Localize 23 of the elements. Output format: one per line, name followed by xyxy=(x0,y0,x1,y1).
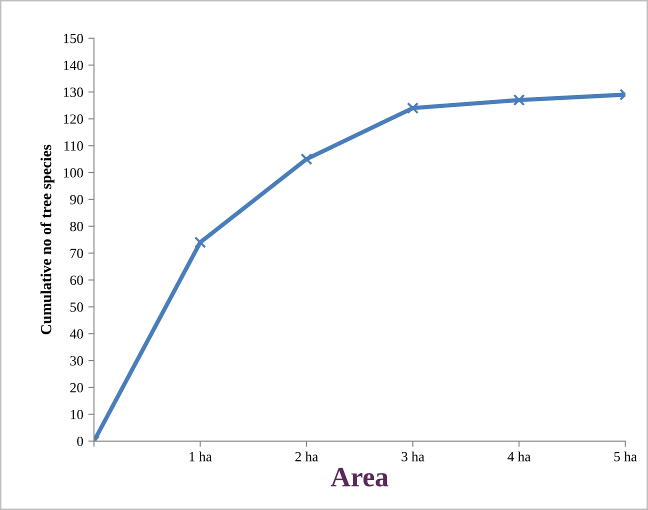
y-tick-label: 50 xyxy=(70,302,84,312)
y-tick-label: 100 xyxy=(64,168,84,178)
y-tick-label: 80 xyxy=(70,222,84,232)
y-tick-label: 140 xyxy=(64,60,84,70)
y-tick-label: 150 xyxy=(64,34,84,44)
x-tick-label: 4 ha xyxy=(508,452,531,462)
y-tick-label: 0 xyxy=(77,436,84,446)
y-tick-label: 90 xyxy=(70,194,84,204)
x-tick-label: 5 ha xyxy=(614,452,637,462)
y-axis-title: Cumulative no of tree species xyxy=(40,144,54,334)
y-tick-label: 10 xyxy=(70,410,84,420)
y-tick-label: 130 xyxy=(64,88,84,97)
y-tick-label: 20 xyxy=(70,383,84,392)
x-tick-label: 2 ha xyxy=(295,452,318,462)
y-tick-label: 40 xyxy=(70,329,84,339)
x-axis-title: Area xyxy=(330,468,388,486)
y-tick-label: 70 xyxy=(70,248,84,258)
y-tick-label: 110 xyxy=(64,141,84,151)
x-tick-label: 1 ha xyxy=(190,452,212,462)
x-tick-label: 3 ha xyxy=(402,452,424,462)
y-tick-label: 120 xyxy=(64,114,84,124)
y-tick-label: 60 xyxy=(70,276,84,285)
y-tick-label: 30 xyxy=(70,356,84,366)
